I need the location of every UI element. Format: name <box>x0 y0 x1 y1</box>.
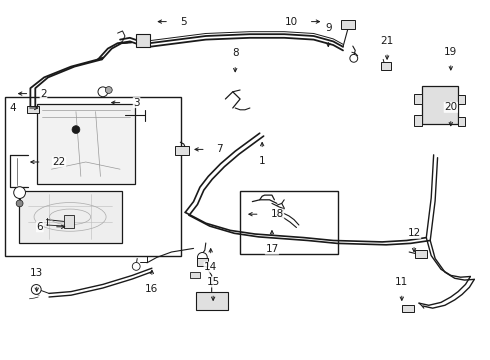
Bar <box>402 305 414 312</box>
Bar <box>458 95 465 104</box>
Bar <box>190 272 200 278</box>
Bar <box>136 34 150 47</box>
Bar <box>64 215 74 228</box>
Text: 20: 20 <box>444 102 457 112</box>
Circle shape <box>16 200 23 207</box>
Bar <box>196 292 228 310</box>
Text: 7: 7 <box>217 144 223 154</box>
Text: 2: 2 <box>40 89 47 99</box>
Text: 17: 17 <box>265 244 279 254</box>
Text: 22: 22 <box>52 157 66 167</box>
Text: 14: 14 <box>204 262 218 272</box>
Circle shape <box>14 187 25 198</box>
Text: 21: 21 <box>380 36 394 46</box>
Bar <box>458 117 465 126</box>
Text: 12: 12 <box>407 228 421 238</box>
Text: 15: 15 <box>206 277 220 287</box>
Bar <box>27 106 39 113</box>
Text: 13: 13 <box>30 268 44 278</box>
Bar <box>422 86 458 124</box>
Text: 10: 10 <box>285 17 298 27</box>
Circle shape <box>31 284 41 294</box>
Text: 3: 3 <box>133 98 140 108</box>
Text: 16: 16 <box>145 284 159 294</box>
Text: 19: 19 <box>444 46 458 57</box>
Text: 1: 1 <box>259 156 266 166</box>
Text: 18: 18 <box>270 209 284 219</box>
Text: 8: 8 <box>232 48 239 58</box>
Circle shape <box>72 126 80 134</box>
Text: 11: 11 <box>395 277 409 287</box>
Circle shape <box>197 252 207 262</box>
Bar <box>175 146 189 155</box>
Bar <box>381 62 391 70</box>
Circle shape <box>105 86 112 94</box>
Bar <box>197 258 208 266</box>
Bar <box>19 191 122 243</box>
Bar <box>414 94 422 104</box>
Text: 6: 6 <box>36 222 43 232</box>
Bar <box>5 97 181 256</box>
Text: 9: 9 <box>325 23 332 33</box>
Bar <box>415 250 427 258</box>
Bar <box>37 104 135 184</box>
Circle shape <box>132 262 140 270</box>
Text: 5: 5 <box>180 17 187 27</box>
Bar <box>240 191 338 254</box>
Bar <box>414 115 422 126</box>
Circle shape <box>350 54 358 62</box>
Bar <box>341 20 355 29</box>
Circle shape <box>98 87 108 97</box>
Text: 4: 4 <box>9 103 16 113</box>
